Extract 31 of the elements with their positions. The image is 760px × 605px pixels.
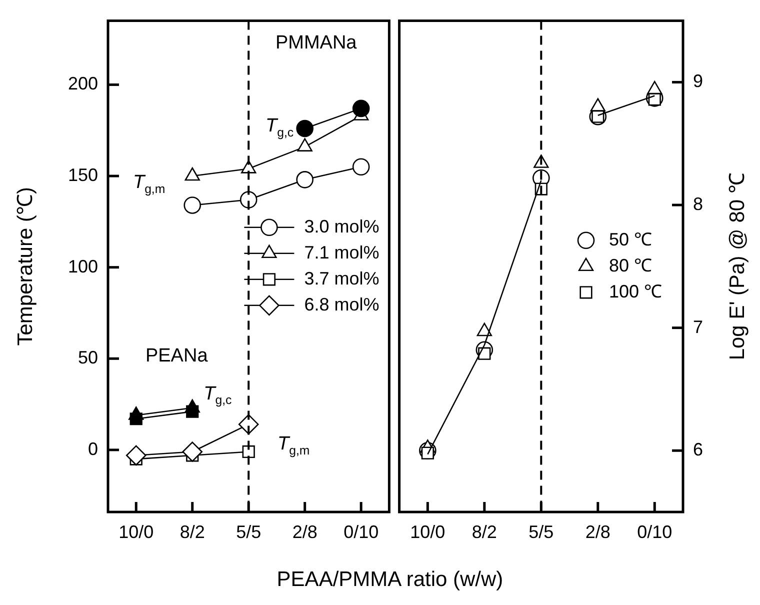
legend-label: 3.0 mol% — [304, 216, 380, 236]
annotation: PMMANa — [275, 32, 358, 54]
x-tick-label: 8/2 — [472, 522, 497, 542]
y-tick-label: 6 — [693, 440, 704, 460]
x-tick-label: 10/0 — [410, 522, 446, 542]
legend-label: 100 ℃ — [609, 281, 662, 302]
y-tick-label: 7 — [693, 316, 704, 337]
y-tick-label: 100 — [68, 256, 98, 276]
x-tick-label: 10/0 — [118, 522, 154, 542]
y-axis-title: Log E' (Pa) @ 80 ℃ — [726, 172, 749, 360]
legend-label: 3.7 mol% — [304, 268, 380, 288]
x-tick-label: 0/10 — [344, 522, 379, 542]
y-tick-label: 200 — [68, 74, 98, 94]
y-tick-label: 0 — [88, 438, 98, 459]
y-axis-title: Temperature (℃) — [14, 187, 37, 346]
x-tick-label: 2/8 — [292, 522, 318, 542]
x-tick-label: 5/5 — [236, 522, 262, 542]
legend-label: 7.1 mol% — [304, 242, 380, 262]
annotation: PEANa — [145, 346, 208, 367]
y-tick-label: 150 — [68, 164, 98, 185]
x-tick-label: 0/10 — [637, 522, 672, 542]
y-tick-label: 50 — [78, 348, 98, 368]
x-tick-label: 5/5 — [528, 522, 554, 542]
legend-label: 50 ℃ — [609, 229, 652, 250]
legend-label: 80 ℃ — [609, 255, 652, 276]
x-tick-label: 2/8 — [585, 522, 610, 542]
y-tick-label: 8 — [693, 194, 704, 214]
y-tick-label: 9 — [693, 71, 704, 92]
x-tick-label: 8/2 — [180, 522, 205, 542]
x-axis-title: PEAA/PMMA ratio (w/w) — [276, 568, 504, 592]
legend-label: 6.8 mol% — [304, 294, 380, 314]
